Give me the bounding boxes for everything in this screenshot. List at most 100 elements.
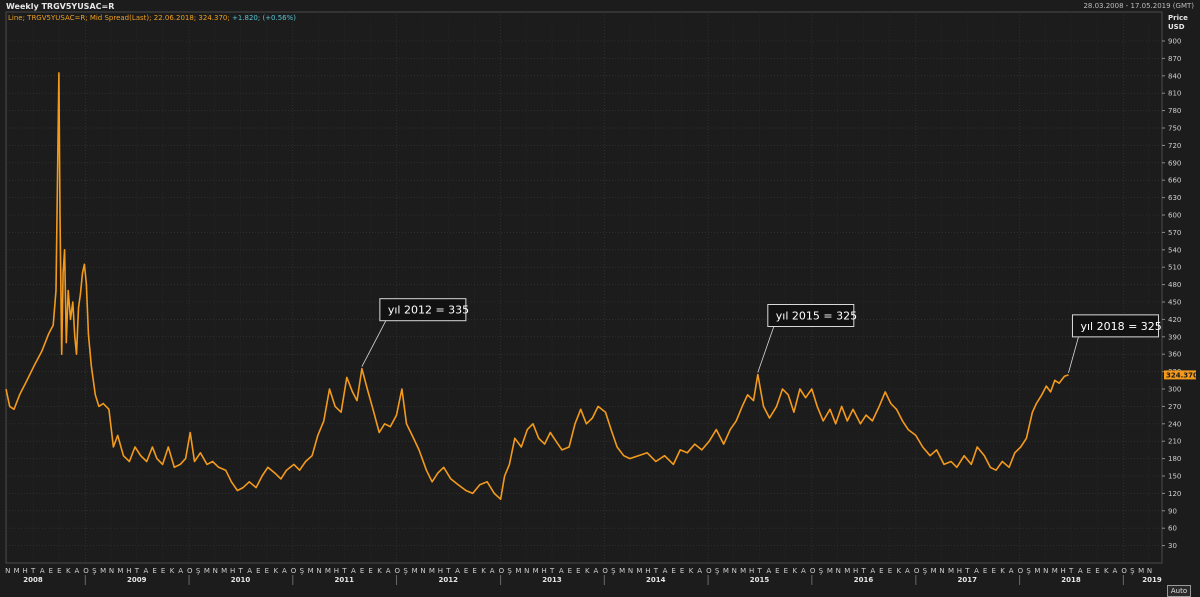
month-tick-label: A — [351, 567, 356, 575]
month-tick-label: E — [49, 567, 53, 575]
month-tick-label: M — [325, 567, 331, 575]
month-tick-label: O — [810, 567, 816, 575]
month-tick-label: H — [1061, 567, 1066, 575]
month-tick-label: A — [1009, 567, 1014, 575]
y-tick-label: 630 — [1168, 194, 1181, 202]
month-tick-label: M — [931, 567, 937, 575]
month-tick-label: O — [395, 567, 401, 575]
month-tick-label: A — [905, 567, 910, 575]
y-tick-label: 300 — [1168, 386, 1181, 394]
y-tick-label: 870 — [1168, 55, 1181, 63]
legend-change: +1.820; (+0.56%) — [231, 14, 297, 22]
month-tick-label: M — [14, 567, 20, 575]
month-tick-label: E — [1087, 567, 1091, 575]
y-tick-label: 810 — [1168, 90, 1181, 98]
last-value-badge-bg — [1164, 370, 1196, 380]
year-label: 2011 — [335, 576, 355, 584]
month-tick-label: H — [957, 567, 962, 575]
y-tick-label: 570 — [1168, 229, 1181, 237]
y-tick-label: 90 — [1168, 507, 1177, 515]
month-tick-label: A — [1113, 567, 1118, 575]
auto-scale-button[interactable]: Auto — [1167, 585, 1191, 597]
month-tick-label: O — [187, 567, 193, 575]
month-tick-label: K — [170, 567, 175, 575]
month-tick-label: E — [775, 567, 779, 575]
month-tick-label: E — [472, 567, 476, 575]
month-tick-label: A — [1078, 567, 1083, 575]
chart-title: Weekly TRGV5YUSAC=R — [6, 2, 115, 11]
month-tick-label: H — [438, 567, 443, 575]
month-tick-label: O — [499, 567, 505, 575]
y-tick-label: 390 — [1168, 333, 1181, 341]
month-tick-label: N — [1043, 567, 1048, 575]
annotation-leader — [1068, 336, 1079, 373]
month-tick-label: N — [213, 567, 218, 575]
annotation-box — [379, 298, 467, 322]
annotation-label: yıl 2012 = 335 — [388, 304, 469, 317]
y-tick-label: 840 — [1168, 72, 1181, 80]
y-tick-label: 180 — [1168, 455, 1181, 463]
month-tick-label: H — [645, 567, 650, 575]
annotation-leader — [757, 326, 775, 373]
month-tick-label: T — [341, 567, 347, 575]
month-tick-label: A — [386, 567, 391, 575]
y-tick-label: 660 — [1168, 177, 1181, 185]
month-tick-label: A — [40, 567, 45, 575]
month-tick-label: K — [66, 567, 71, 575]
y-tick-label: 210 — [1168, 438, 1181, 446]
month-tick-label: M — [533, 567, 539, 575]
y-tick-label: 540 — [1168, 246, 1181, 254]
month-tick-label: Ş — [92, 567, 97, 575]
month-tick-label: A — [974, 567, 979, 575]
month-tick-label: N — [524, 567, 529, 575]
y-tick-label: 480 — [1168, 281, 1181, 289]
month-tick-label: O — [83, 567, 89, 575]
month-tick-label: K — [481, 567, 486, 575]
month-tick-label: H — [230, 567, 235, 575]
month-tick-label: H — [126, 567, 131, 575]
annotation-label: yıl 2018 = 325 — [1080, 320, 1161, 333]
month-tick-label: O — [706, 567, 712, 575]
month-tick-label: E — [983, 567, 987, 575]
month-tick-label: T — [861, 567, 867, 575]
month-tick-label: N — [109, 567, 114, 575]
month-tick-label: T — [1068, 567, 1074, 575]
month-tick-label: E — [152, 567, 156, 575]
price-axis: Price USD 306090120150180210240270300330… — [1162, 14, 1188, 550]
month-tick-label: M — [723, 567, 729, 575]
month-tick-label: O — [291, 567, 297, 575]
y-tick-label: 720 — [1168, 142, 1181, 150]
month-tick-label: A — [178, 567, 183, 575]
year-label: 2010 — [231, 576, 251, 584]
annotation-callout: yıl 2018 = 325 — [1068, 314, 1162, 373]
month-tick-label: A — [663, 567, 668, 575]
month-tick-label: M — [221, 567, 227, 575]
month-tick-label: M — [844, 567, 850, 575]
month-tick-label: T — [549, 567, 555, 575]
year-label: 2018 — [1061, 576, 1081, 584]
month-tick-label: Ş — [1026, 567, 1031, 575]
series-legend[interactable]: Line; TRGV5YUSAC=R; Mid Spread(Last); 22… — [8, 14, 296, 22]
annotation-callout: yıl 2015 = 325 — [757, 304, 857, 373]
month-tick-label: A — [455, 567, 460, 575]
month-tick-label: E — [888, 567, 892, 575]
month-tick-label: E — [368, 567, 372, 575]
month-tick-label: T — [653, 567, 659, 575]
month-tick-label: M — [636, 567, 642, 575]
series-line — [5, 72, 1069, 500]
month-tick-label: T — [757, 567, 763, 575]
month-tick-label: E — [576, 567, 580, 575]
month-tick-label: O — [602, 567, 608, 575]
month-tick-label: M — [412, 567, 418, 575]
legend-text: Line; TRGV5YUSAC=R; Mid Spread(Last); 22… — [8, 14, 230, 22]
month-tick-label: Ş — [819, 567, 824, 575]
month-tick-label: A — [766, 567, 771, 575]
month-tick-label: N — [628, 567, 633, 575]
month-tick-label: M — [100, 567, 106, 575]
last-value-badge: 324.370 — [1164, 370, 1198, 380]
month-tick-label: A — [559, 567, 564, 575]
year-label: 2012 — [439, 576, 459, 584]
y-tick-label: 450 — [1168, 299, 1181, 307]
